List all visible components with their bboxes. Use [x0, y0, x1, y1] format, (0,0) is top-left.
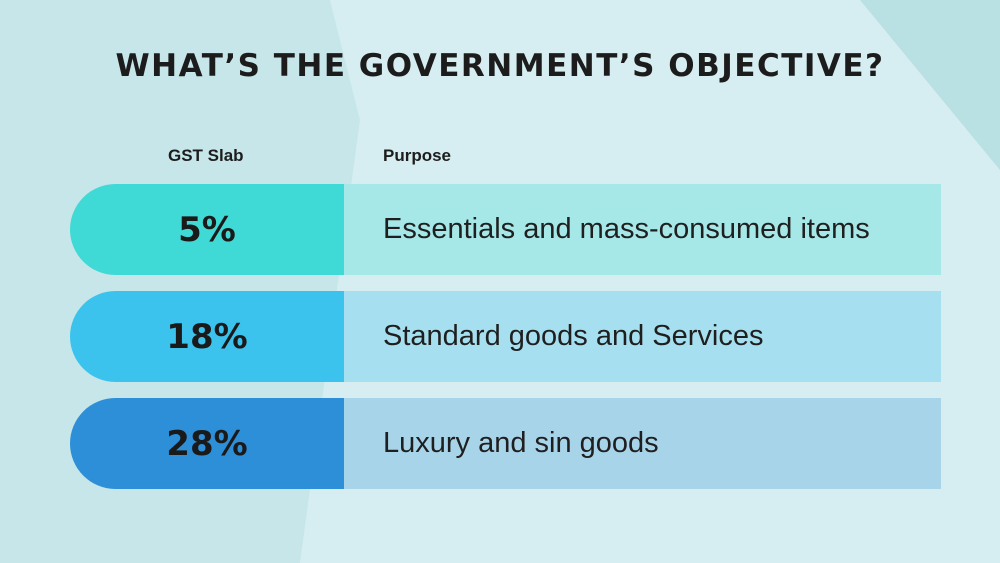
column-header-purpose: Purpose	[383, 146, 452, 165]
table-row: 18% Standard goods and Services	[70, 291, 941, 382]
column-header-gst-slab: GST Slab	[168, 146, 244, 165]
page-title: WHAT’S THE GOVERNMENT’S OBJECTIVE?	[115, 48, 885, 84]
purpose-cell: Standard goods and Services	[344, 291, 941, 382]
slab-pill: 18%	[70, 291, 344, 382]
slab-pill: 28%	[70, 398, 344, 489]
table-row: 28% Luxury and sin goods	[70, 398, 941, 489]
purpose-cell: Luxury and sin goods	[344, 398, 941, 489]
purpose-cell: Essentials and mass-consumed items	[344, 184, 941, 275]
table-row: 5% Essentials and mass-consumed items	[70, 184, 941, 275]
slab-pill: 5%	[70, 184, 344, 275]
